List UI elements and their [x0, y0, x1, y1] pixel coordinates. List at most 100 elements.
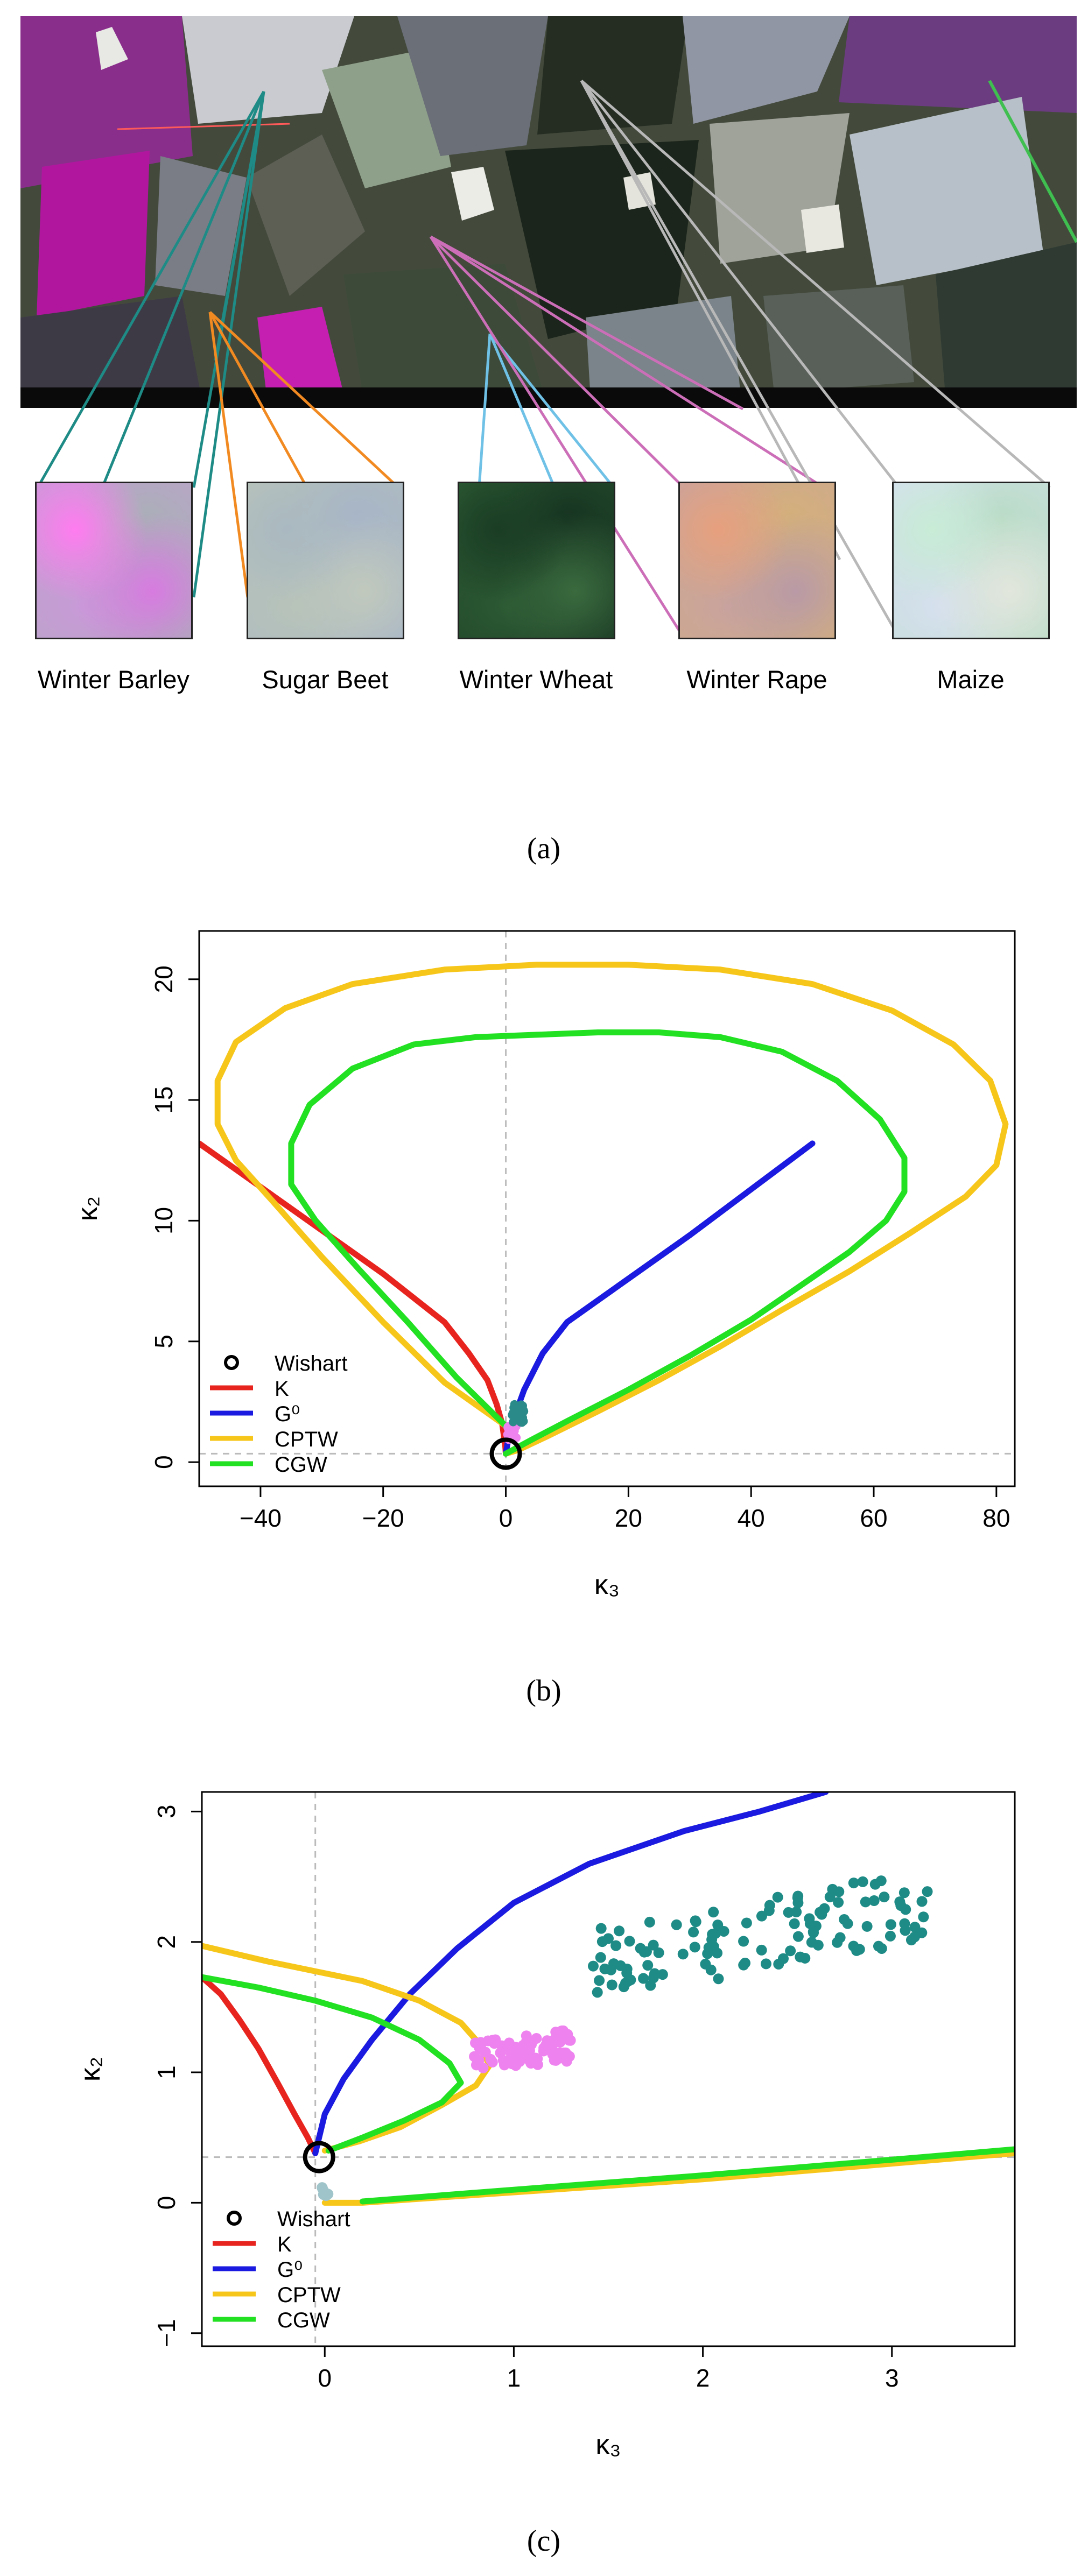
- scatter-point: [760, 1958, 771, 1970]
- legend-label-wishart: Wishart: [277, 2207, 350, 2231]
- scatter-point: [509, 1417, 518, 1427]
- scatter-point: [653, 1947, 664, 1958]
- legend-swatch-wishart: [227, 2211, 242, 2226]
- legend-swatch-wishart: [224, 1355, 239, 1370]
- scatter-point: [842, 1918, 853, 1929]
- scatter-point: [677, 1949, 689, 1960]
- scatter-point: [635, 1943, 646, 1954]
- scatter-point: [875, 1875, 887, 1887]
- legend-label-cptw: CPTW: [277, 2283, 341, 2307]
- crop-patch-winter-wheat: [458, 482, 615, 639]
- legend-label-cgw: CGW: [277, 2309, 330, 2332]
- legend-label-cptw: CPTW: [275, 1428, 338, 1451]
- scatter-point: [833, 1897, 844, 1908]
- scatter-point: [860, 1896, 871, 1908]
- scatter-point: [861, 1921, 873, 1932]
- y-tick-label: 15: [150, 1086, 178, 1114]
- scatter-point: [868, 1895, 880, 1907]
- scatter-point: [712, 1919, 724, 1931]
- legend-label-k: K: [275, 1377, 289, 1401]
- x-tick-label: 2: [696, 2364, 710, 2392]
- x-tick-label: 60: [860, 1504, 887, 1532]
- scatter-point: [595, 1952, 606, 1963]
- scatter-point: [489, 2035, 501, 2046]
- scatter-point: [594, 1975, 605, 1986]
- scatter-point: [764, 1900, 775, 1911]
- scatter-point: [508, 1409, 517, 1418]
- scatter-point: [792, 1931, 804, 1942]
- scatter-point: [318, 2185, 329, 2197]
- scatter-point: [885, 1930, 896, 1942]
- scatter-point: [885, 1919, 896, 1930]
- x-tick-label: 20: [615, 1504, 642, 1532]
- scatter-point: [916, 1896, 928, 1907]
- scatter-point: [832, 1937, 843, 1948]
- scatter-point: [596, 1936, 608, 1947]
- scatter-point: [833, 1886, 845, 1897]
- x-axis-label: κ₃: [594, 1569, 620, 1600]
- scatter-point: [918, 1911, 929, 1923]
- scatter-point: [808, 1926, 819, 1937]
- crop-label-maize: Maize: [937, 665, 1005, 694]
- plot-frame: [198, 930, 1016, 1487]
- series-line-cgw-lower: [360, 2146, 1015, 2205]
- scatter-point: [469, 2051, 480, 2062]
- y-tick-label: −1: [152, 2319, 180, 2347]
- scatter-point: [815, 1907, 826, 1918]
- scatter-point: [621, 1967, 633, 1979]
- series-line-cgw: [288, 1029, 908, 1457]
- plot-area: [199, 962, 1009, 1470]
- scatter-point: [558, 2025, 569, 2036]
- panel-b-caption: (b): [526, 1674, 561, 1707]
- x-tick-label: 3: [885, 2364, 899, 2392]
- scatter-point: [546, 2042, 558, 2053]
- scatter-point: [595, 1923, 607, 1934]
- scatter-point: [610, 1940, 622, 1951]
- scatter-point: [713, 1973, 724, 1985]
- scatter-point: [705, 1964, 717, 1975]
- scatter-point: [848, 1878, 859, 1889]
- scatter-point: [708, 1907, 719, 1918]
- legend-label-k: K: [277, 2233, 292, 2256]
- scatter-point: [614, 1925, 625, 1937]
- x-tick-label: 1: [507, 2364, 521, 2392]
- series-line-cptw: [202, 1943, 493, 2154]
- x-tick-label: 0: [318, 2364, 332, 2392]
- scatter-point: [791, 1906, 802, 1917]
- series-line-k: [202, 1974, 319, 2156]
- y-tick-label: 2: [152, 1935, 180, 1949]
- scatter-point: [894, 1896, 906, 1908]
- x-tick-label: −20: [362, 1504, 404, 1532]
- scatter-point: [879, 1892, 890, 1903]
- panel-c-caption: (c): [527, 2524, 561, 2558]
- scatter-point: [740, 1957, 751, 1968]
- plot-frame: [201, 1791, 1016, 2347]
- scatter-point: [773, 1958, 784, 1970]
- scatter-point: [792, 1897, 804, 1909]
- scatter-point: [587, 1960, 599, 1972]
- crop-patch-winter-rape: [678, 482, 836, 639]
- scatter-point: [561, 2052, 572, 2064]
- x-axis-label: κ₃: [595, 2429, 621, 2460]
- scatter-point: [851, 1945, 862, 1956]
- x-tick-label: 80: [982, 1504, 1010, 1532]
- x-tick-label: −40: [240, 1504, 282, 1532]
- scatter-point: [857, 1876, 868, 1887]
- scatter-point: [806, 1937, 817, 1948]
- scatter-point: [644, 1916, 655, 1928]
- plot-area: [202, 1792, 1015, 2206]
- scatter-point: [608, 1958, 619, 1970]
- scatter-point: [876, 1943, 887, 1954]
- scatter-point: [532, 2053, 543, 2064]
- scatter-point: [648, 1939, 659, 1951]
- scatter-point: [756, 1910, 767, 1922]
- scatter-point: [509, 1427, 518, 1436]
- scatter-point: [519, 1416, 528, 1425]
- series-line-g: [503, 1140, 816, 1457]
- crop-patch-winter-barley: [35, 482, 193, 639]
- scatter-point: [649, 1968, 660, 1979]
- sar-image-fields: [20, 16, 1077, 408]
- y-tick-label: 20: [150, 965, 178, 993]
- y-axis-label: κ₂: [72, 1196, 103, 1221]
